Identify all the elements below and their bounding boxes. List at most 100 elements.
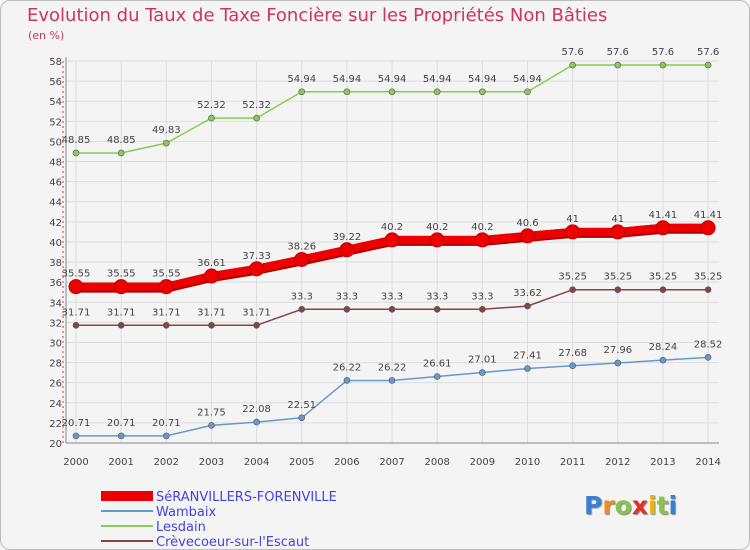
series-0-point xyxy=(610,224,626,240)
series-1-data-label: 27.01 xyxy=(468,355,497,366)
series-0-point xyxy=(655,220,671,236)
x-tick-label: 2006 xyxy=(334,457,359,468)
series-1-point xyxy=(343,377,351,384)
y-axis-unit-label: (en %) xyxy=(28,29,65,42)
series-0-point xyxy=(339,242,355,258)
series-0-data-label: 40.2 xyxy=(381,222,403,233)
series-3-point xyxy=(704,286,712,293)
series-3-data-label: 33.3 xyxy=(471,291,493,302)
legend-label: Crèvecoeur-sur-l'Escaut xyxy=(156,535,309,550)
series-1-data-label: 21.75 xyxy=(197,407,226,418)
series-2-point xyxy=(163,139,170,147)
x-tick-label: 2007 xyxy=(379,457,404,468)
series-3-data-label: 31.71 xyxy=(107,307,136,318)
series-3-point xyxy=(433,305,441,313)
series-1-point xyxy=(117,432,125,440)
series-0-point xyxy=(249,261,265,277)
series-2-point xyxy=(479,88,486,96)
series-3-point xyxy=(479,305,486,313)
logo-letter: i xyxy=(648,491,657,520)
y-tick-label: 54 xyxy=(49,97,62,108)
series-1-data-label: 22.08 xyxy=(242,404,271,415)
series-2-point xyxy=(208,114,215,122)
series-3-data-label: 31.71 xyxy=(152,307,181,318)
series-2-point xyxy=(569,61,576,69)
series-2-data-label: 57.6 xyxy=(652,47,674,58)
x-tick-label: 2003 xyxy=(199,457,224,468)
y-tick-label: 56 xyxy=(49,77,62,88)
series-2-data-label: 54.94 xyxy=(333,74,362,85)
x-tick-label: 2009 xyxy=(470,457,495,468)
series-3-point xyxy=(208,321,215,329)
series-3-point xyxy=(614,286,622,293)
series-1-data-label: 22.51 xyxy=(287,400,316,411)
y-tick-label: 20 xyxy=(49,439,62,450)
series-3-data-label: 33.3 xyxy=(291,291,313,302)
series-3-point xyxy=(659,286,667,293)
series-0-data-label: 40.2 xyxy=(426,222,448,233)
x-tick-label: 2004 xyxy=(244,457,269,468)
series-1-data-label: 27.96 xyxy=(603,345,632,356)
series-0-data-label: 40.2 xyxy=(471,222,493,233)
series-3-data-label: 31.71 xyxy=(242,307,271,318)
series-1-data-label: 27.41 xyxy=(513,351,542,362)
legend-swatch xyxy=(101,491,153,501)
series-3-data-label: 33.62 xyxy=(513,288,542,299)
y-tick-label: 48 xyxy=(49,158,62,169)
x-tick-label: 2008 xyxy=(424,457,449,468)
series-3-point xyxy=(298,305,306,313)
series-2-data-label: 57.6 xyxy=(562,47,584,58)
series-1-data-label: 26.22 xyxy=(378,362,407,373)
series-0-point xyxy=(294,251,310,267)
series-3-point xyxy=(117,321,125,329)
logo-letter: r xyxy=(602,491,615,520)
series-2-point xyxy=(524,88,531,96)
series-3-data-label: 31.71 xyxy=(62,307,91,318)
x-tick-label: 2014 xyxy=(695,457,720,468)
y-tick-label: 42 xyxy=(49,218,62,229)
logo-letter: P xyxy=(584,491,603,520)
series-1-point xyxy=(704,354,712,361)
series-1-point xyxy=(388,377,396,384)
series-2-data-label: 54.94 xyxy=(468,74,497,85)
series-1-data-label: 20.71 xyxy=(107,418,136,429)
legend-item: SéRANVILLERS-FORENVILLE xyxy=(101,490,337,505)
series-3-point xyxy=(253,321,260,329)
series-2-data-label: 52.32 xyxy=(197,100,226,111)
series-3-data-label: 35.25 xyxy=(694,272,723,283)
series-1-data-label: 28.52 xyxy=(694,339,723,350)
series-1-point xyxy=(163,432,170,440)
logo-letter: o xyxy=(614,491,632,520)
y-tick-label: 52 xyxy=(49,117,62,128)
y-tick-label: 50 xyxy=(49,137,62,148)
series-2-point xyxy=(298,88,306,96)
series-2-point xyxy=(72,149,80,157)
series-0-data-label: 41.41 xyxy=(649,210,678,221)
x-tick-label: 2000 xyxy=(63,457,88,468)
series-0-point xyxy=(565,224,581,240)
series-0-point xyxy=(700,220,716,236)
series-1-point xyxy=(614,359,622,367)
y-tick-label: 44 xyxy=(49,198,62,209)
series-0-point xyxy=(384,232,400,248)
series-0-point xyxy=(68,279,84,295)
series-3-data-label: 33.3 xyxy=(336,291,358,302)
series-2-data-label: 54.94 xyxy=(378,74,407,85)
x-tick-label: 2001 xyxy=(108,457,133,468)
series-0-point xyxy=(520,228,535,244)
series-0-data-label: 35.55 xyxy=(152,269,181,280)
series-3-data-label: 35.25 xyxy=(603,272,632,283)
x-tick-label: 2012 xyxy=(605,457,630,468)
y-tick-label: 38 xyxy=(49,258,62,269)
series-0-data-label: 35.55 xyxy=(107,269,136,280)
series-2-data-label: 57.6 xyxy=(697,47,719,58)
series-0-point xyxy=(474,232,490,248)
series-3-data-label: 33.3 xyxy=(381,291,403,302)
x-tick-label: 2010 xyxy=(515,457,540,468)
y-tick-label: 58 xyxy=(49,57,62,68)
series-1-point xyxy=(208,422,215,429)
series-2-point xyxy=(659,61,667,69)
series-3-point xyxy=(343,305,351,313)
